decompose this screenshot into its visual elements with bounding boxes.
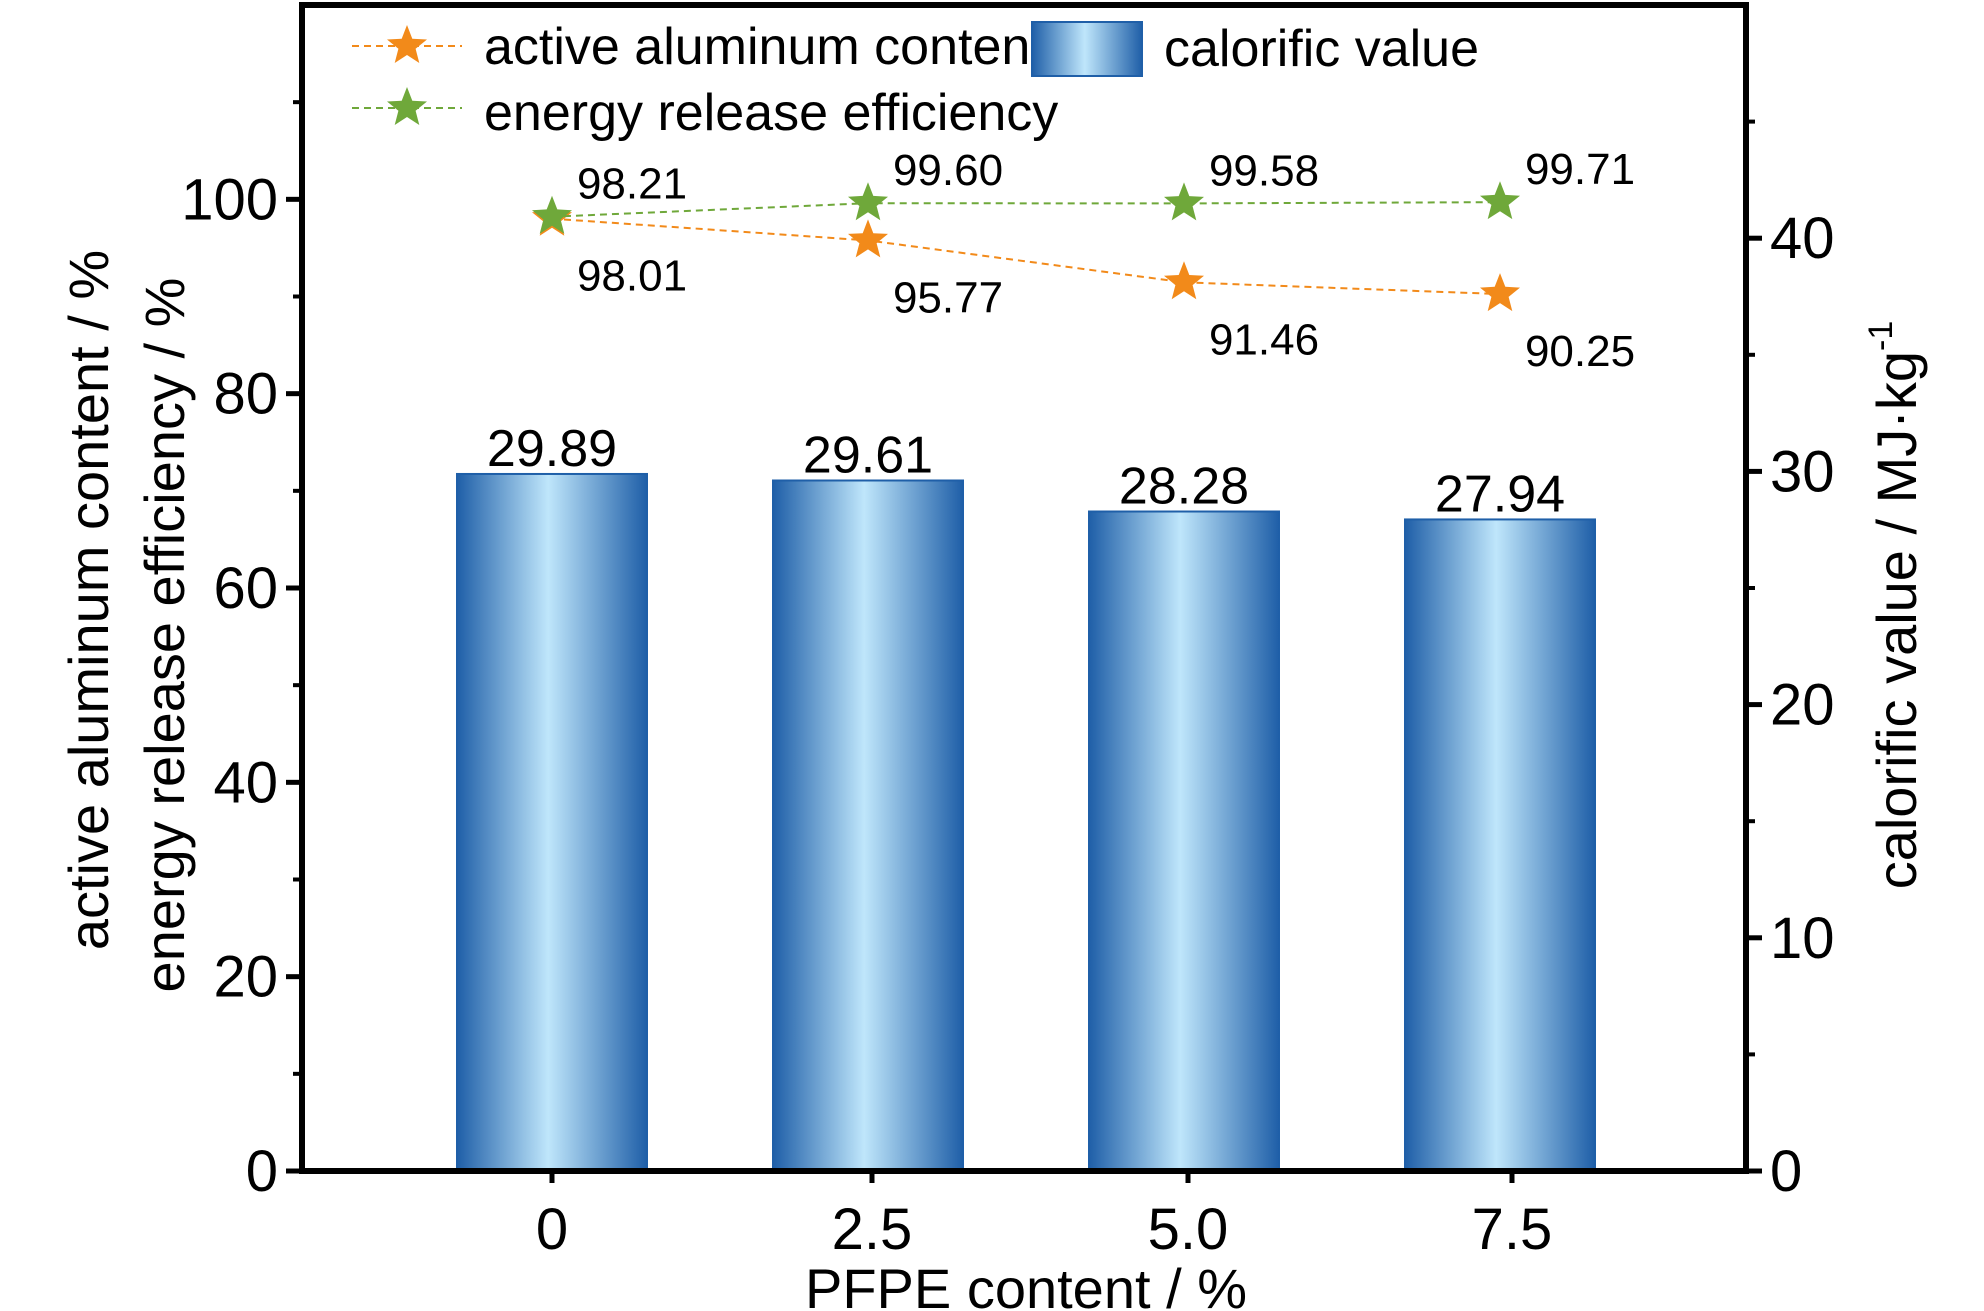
marker-energy-release-2 <box>1164 182 1204 221</box>
legend-marker-energy-release <box>387 87 427 125</box>
left-tick-label-1: 20 <box>213 945 278 1010</box>
bar-label-3: 27.94 <box>1435 465 1565 523</box>
left-axis-title-2: energy release efficiency / % <box>133 278 196 993</box>
marker-energy-release-3 <box>1480 181 1520 220</box>
legend-swatch-calorific-value <box>1031 21 1143 77</box>
marker-active-aluminum-3 <box>1480 273 1520 312</box>
bar-2 <box>1088 510 1280 1173</box>
marker-active-aluminum-2 <box>1164 261 1204 300</box>
legend: active aluminum content energy release e… <box>352 18 1479 142</box>
left-tick-label-2: 40 <box>213 750 278 815</box>
label-active-aluminum-3: 90.25 <box>1525 327 1635 376</box>
line-energy-release <box>551 201 1501 218</box>
bar-label-1: 29.61 <box>803 426 933 484</box>
right-tick-label-2: 20 <box>1770 673 1835 738</box>
right-axis-title-main: calorific value / MJ·kg <box>1865 351 1928 889</box>
x-axis-title: PFPE content / % <box>805 1257 1247 1311</box>
legend-marker-active-aluminum <box>387 25 427 63</box>
left-axis: 0 20 40 60 80 100 <box>181 100 302 1204</box>
right-tick-label-1: 10 <box>1770 906 1835 971</box>
left-tick-label-3: 60 <box>213 556 278 621</box>
legend-label-energy-release: energy release efficiency <box>484 84 1058 142</box>
legend-label-active-aluminum: active aluminum content <box>484 18 1045 76</box>
left-tick-label-0: 0 <box>246 1139 278 1204</box>
right-axis: 0 10 20 30 40 <box>1746 119 1835 1204</box>
right-axis-title: calorific value / MJ·kg-1 <box>1862 321 1928 890</box>
label-active-aluminum-1: 95.77 <box>893 273 1003 322</box>
marker-active-aluminum-1 <box>848 219 888 258</box>
label-energy-release-2: 99.58 <box>1209 146 1319 195</box>
bar-1 <box>772 479 964 1172</box>
lines-layer <box>532 181 1520 312</box>
x-axis: 0 2.5 5.0 7.5 <box>536 1171 1552 1262</box>
left-tick-label-4: 80 <box>213 362 278 427</box>
x-tick-label-2: 5.0 <box>1148 1197 1229 1262</box>
x-tick-label-0: 0 <box>536 1197 568 1262</box>
label-active-aluminum-0: 98.01 <box>577 252 687 301</box>
bar-0 <box>456 472 648 1172</box>
bar-label-2: 28.28 <box>1119 458 1249 516</box>
right-tick-label-0: 0 <box>1770 1139 1802 1204</box>
data-labels-layer: 29.89 29.61 28.28 27.94 98.01 95.77 91.46 90.25… <box>487 145 1635 523</box>
left-axis-title-1: active aluminum content / % <box>57 250 120 950</box>
x-tick-label-1: 2.5 <box>832 1197 913 1262</box>
label-energy-release-1: 99.60 <box>893 146 1003 195</box>
right-tick-label-4: 40 <box>1770 206 1835 271</box>
left-tick-label-5: 100 <box>181 167 278 232</box>
label-energy-release-0: 98.21 <box>577 160 687 209</box>
right-tick-label-3: 30 <box>1770 439 1835 504</box>
bar-3 <box>1404 518 1596 1172</box>
bar-label-0: 29.89 <box>487 420 617 478</box>
marker-energy-release-0 <box>532 195 572 234</box>
x-tick-label-3: 7.5 <box>1472 1197 1553 1262</box>
legend-label-calorific-value: calorific value <box>1164 20 1479 78</box>
label-energy-release-3: 99.71 <box>1525 145 1635 194</box>
line-active-aluminum <box>551 217 1501 296</box>
bars-layer <box>456 472 1596 1173</box>
right-axis-title-superscript: -1 <box>1862 321 1900 351</box>
label-active-aluminum-2: 91.46 <box>1209 315 1319 364</box>
marker-energy-release-1 <box>848 182 888 221</box>
